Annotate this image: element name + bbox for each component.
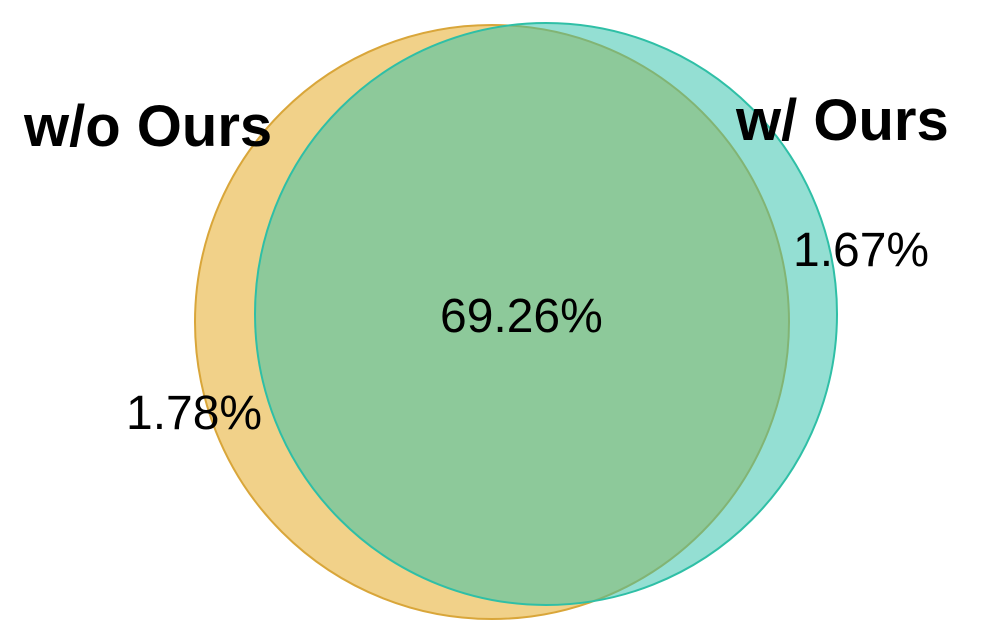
region-label-only-without: 1.78%: [126, 387, 262, 440]
set-circle-with-ours: [254, 22, 838, 606]
region-label-only-with: 1.67%: [793, 224, 929, 277]
set-label-with-ours: w/ Ours: [735, 88, 949, 153]
set-label-without-ours: w/o Ours: [23, 94, 272, 159]
region-label-both: 69.26%: [440, 290, 603, 343]
